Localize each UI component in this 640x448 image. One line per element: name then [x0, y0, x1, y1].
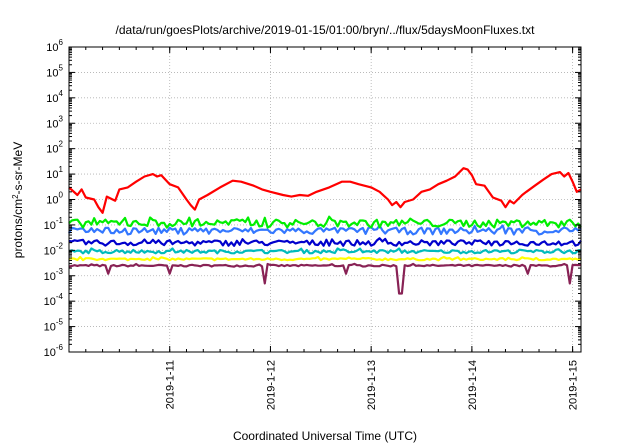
series-line [68, 224, 582, 236]
y-tick-label: 10-6 [44, 343, 64, 359]
x-tick-label: 2019-1-14 [467, 360, 479, 410]
x-axis: 2019-1-11 2019-1-12 2019-1-13 2019-1-14 2019… [68, 47, 580, 410]
y-tick-label: 102 [46, 140, 63, 156]
y-tick-label: 100 [46, 191, 63, 207]
y-tick-label: 10-4 [44, 292, 64, 308]
y-tick-label: 10-5 [44, 318, 64, 334]
series-line [68, 215, 582, 229]
x-axis-label: Coordinated Universal Time (UTC) [233, 429, 417, 443]
y-tick-label: 104 [46, 89, 63, 105]
y-tick-label: 103 [46, 114, 63, 130]
y-axis-label: protons/cm2-s-sr-MeV [11, 142, 26, 258]
series-line [68, 237, 582, 247]
y-tick-label: 10-1 [44, 216, 64, 232]
x-tick-label: 2019-1-15 [568, 360, 580, 410]
x-tick-label: 2019-1-12 [265, 360, 277, 410]
chart-title: /data/run/goesPlots/archive/2019-01-15/0… [116, 23, 536, 37]
grid [69, 47, 581, 352]
y-tick-label: 105 [46, 63, 63, 79]
x-tick-label: 2019-1-11 [165, 360, 177, 409]
y-tick-label: 101 [46, 165, 63, 181]
x-tick-label: 2019-1-13 [366, 360, 378, 410]
y-tick-label: 106 [46, 38, 63, 54]
y-axis: 10-6 10-5 10-4 10-3 10-2 10-1 100 101 102 103 104 1… [44, 38, 581, 359]
series-line [68, 255, 582, 262]
series-group [68, 167, 582, 295]
series-line [68, 262, 582, 295]
y-tick-label: 10-3 [44, 267, 64, 283]
y-tick-label: 10-2 [44, 241, 64, 257]
series-line [68, 247, 582, 255]
series-line [68, 167, 582, 214]
